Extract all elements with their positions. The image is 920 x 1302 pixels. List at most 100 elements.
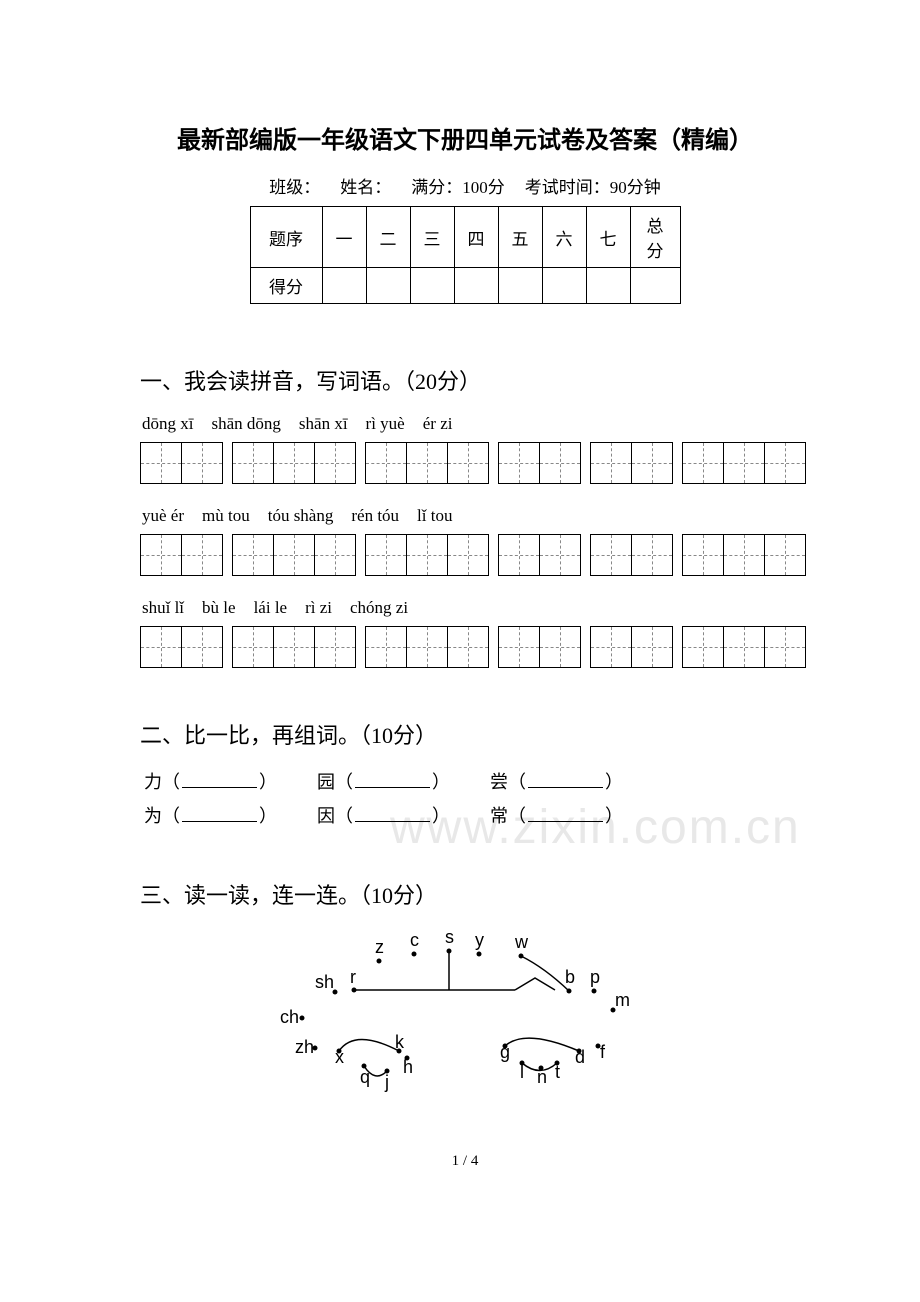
letter: zh: [295, 1037, 314, 1057]
grid-box: [273, 442, 315, 484]
compare-item: 园（）: [317, 768, 450, 794]
grid-box: [723, 534, 765, 576]
grid-box: [682, 534, 724, 576]
compare-item: 力（）: [144, 768, 277, 794]
grid-group: [365, 442, 488, 484]
pinyin: shān dōng: [211, 414, 280, 434]
name-label: 姓名：: [340, 173, 391, 198]
row-label: 得分: [250, 268, 322, 304]
compare-item: 尝（）: [490, 768, 623, 794]
grid-group: [498, 442, 580, 484]
grid-box: [365, 534, 407, 576]
exam-time: 考试时间：90分钟: [525, 173, 661, 198]
compare-item: 常（）: [490, 802, 623, 828]
grid-group: [498, 626, 580, 668]
pinyin: rì zi: [305, 598, 332, 618]
col-header: 总分: [630, 207, 680, 268]
grid-box: [682, 626, 724, 668]
table-row: 题序 一 二 三 四 五 六 七 总分: [250, 207, 680, 268]
grid-box: [140, 442, 182, 484]
grid-box: [631, 534, 673, 576]
grid-box: [447, 442, 489, 484]
letter: sh: [315, 972, 334, 992]
grid-box: [590, 534, 632, 576]
col-header: 四: [454, 207, 498, 268]
letter: q: [360, 1067, 370, 1087]
grid-box: [273, 626, 315, 668]
info-row: 班级： 姓名： 满分：100分 考试时间：90分钟: [140, 173, 790, 198]
col-header: 三: [410, 207, 454, 268]
grid-box: [314, 626, 356, 668]
page-number: 1 / 4: [140, 1153, 790, 1170]
pinyin: dōng xī: [142, 414, 193, 434]
pinyin: yuè ér: [142, 506, 184, 526]
grid-box: [314, 442, 356, 484]
compare-item: 因（）: [317, 802, 450, 828]
score-cell: [454, 268, 498, 304]
pinyin: shān xī: [299, 414, 348, 434]
grid-group: [232, 534, 355, 576]
section-3: 三、读一读，连一连。（10分） z c s y w sh: [140, 878, 790, 1103]
letter: w: [514, 932, 529, 952]
grid-group: [682, 534, 805, 576]
grid-box: [498, 534, 540, 576]
grid-box: [232, 534, 274, 576]
col-header: 六: [542, 207, 586, 268]
grid-group: [682, 442, 805, 484]
score-cell: [542, 268, 586, 304]
grid-box: [273, 534, 315, 576]
grid-group: [232, 626, 355, 668]
score-cell: [366, 268, 410, 304]
letter: f: [600, 1042, 606, 1062]
letter: j: [384, 1072, 389, 1092]
grid-group: [498, 534, 580, 576]
score-table: 题序 一 二 三 四 五 六 七 总分 得分: [250, 206, 681, 304]
row-label: 题序: [250, 207, 322, 268]
grid-box: [406, 534, 448, 576]
score-cell: [586, 268, 630, 304]
grid-box: [365, 442, 407, 484]
pinyin: lǐ tou: [417, 506, 452, 526]
grid-box: [314, 534, 356, 576]
pinyin: lái le: [254, 598, 288, 618]
col-header: 二: [366, 207, 410, 268]
grid-group: [140, 442, 222, 484]
full-score: 满分：100分: [411, 173, 505, 198]
pinyin: rén tóu: [351, 506, 399, 526]
grid-group: [140, 626, 222, 668]
grid-box: [764, 626, 806, 668]
grid-box: [447, 534, 489, 576]
pinyin: ér zi: [423, 414, 453, 434]
grid-box: [447, 626, 489, 668]
compare-item: 为（）: [144, 802, 277, 828]
grid-group: [140, 534, 222, 576]
grid-box: [498, 442, 540, 484]
letter: s: [445, 928, 454, 947]
col-header: 一: [322, 207, 366, 268]
pinyin: bù le: [202, 598, 236, 618]
grid-box: [764, 442, 806, 484]
letter: ch: [280, 1007, 299, 1027]
pinyin-row: shuǐ lǐ bù le lái le rì zi chóng zi: [140, 598, 790, 618]
grid-box: [232, 626, 274, 668]
grid-group: [590, 534, 672, 576]
grid-row: [140, 442, 790, 484]
pinyin: mù tou: [202, 506, 250, 526]
grid-box: [140, 534, 182, 576]
grid-row: [140, 534, 790, 576]
grid-box: [631, 442, 673, 484]
grid-box: [539, 626, 581, 668]
letter: c: [410, 930, 419, 950]
grid-box: [181, 626, 223, 668]
score-cell: [498, 268, 542, 304]
grid-box: [406, 626, 448, 668]
pinyin: shuǐ lǐ: [142, 598, 184, 618]
col-header: 五: [498, 207, 542, 268]
grid-group: [590, 442, 672, 484]
score-cell: [410, 268, 454, 304]
pinyin-row: yuè ér mù tou tóu shàng rén tóu lǐ tou: [140, 506, 790, 526]
grid-box: [539, 534, 581, 576]
pinyin: tóu shàng: [268, 506, 334, 526]
section-1: 一、我会读拼音，写词语。（20分） dōng xī shān dōng shān…: [140, 364, 790, 668]
grid-box: [406, 442, 448, 484]
